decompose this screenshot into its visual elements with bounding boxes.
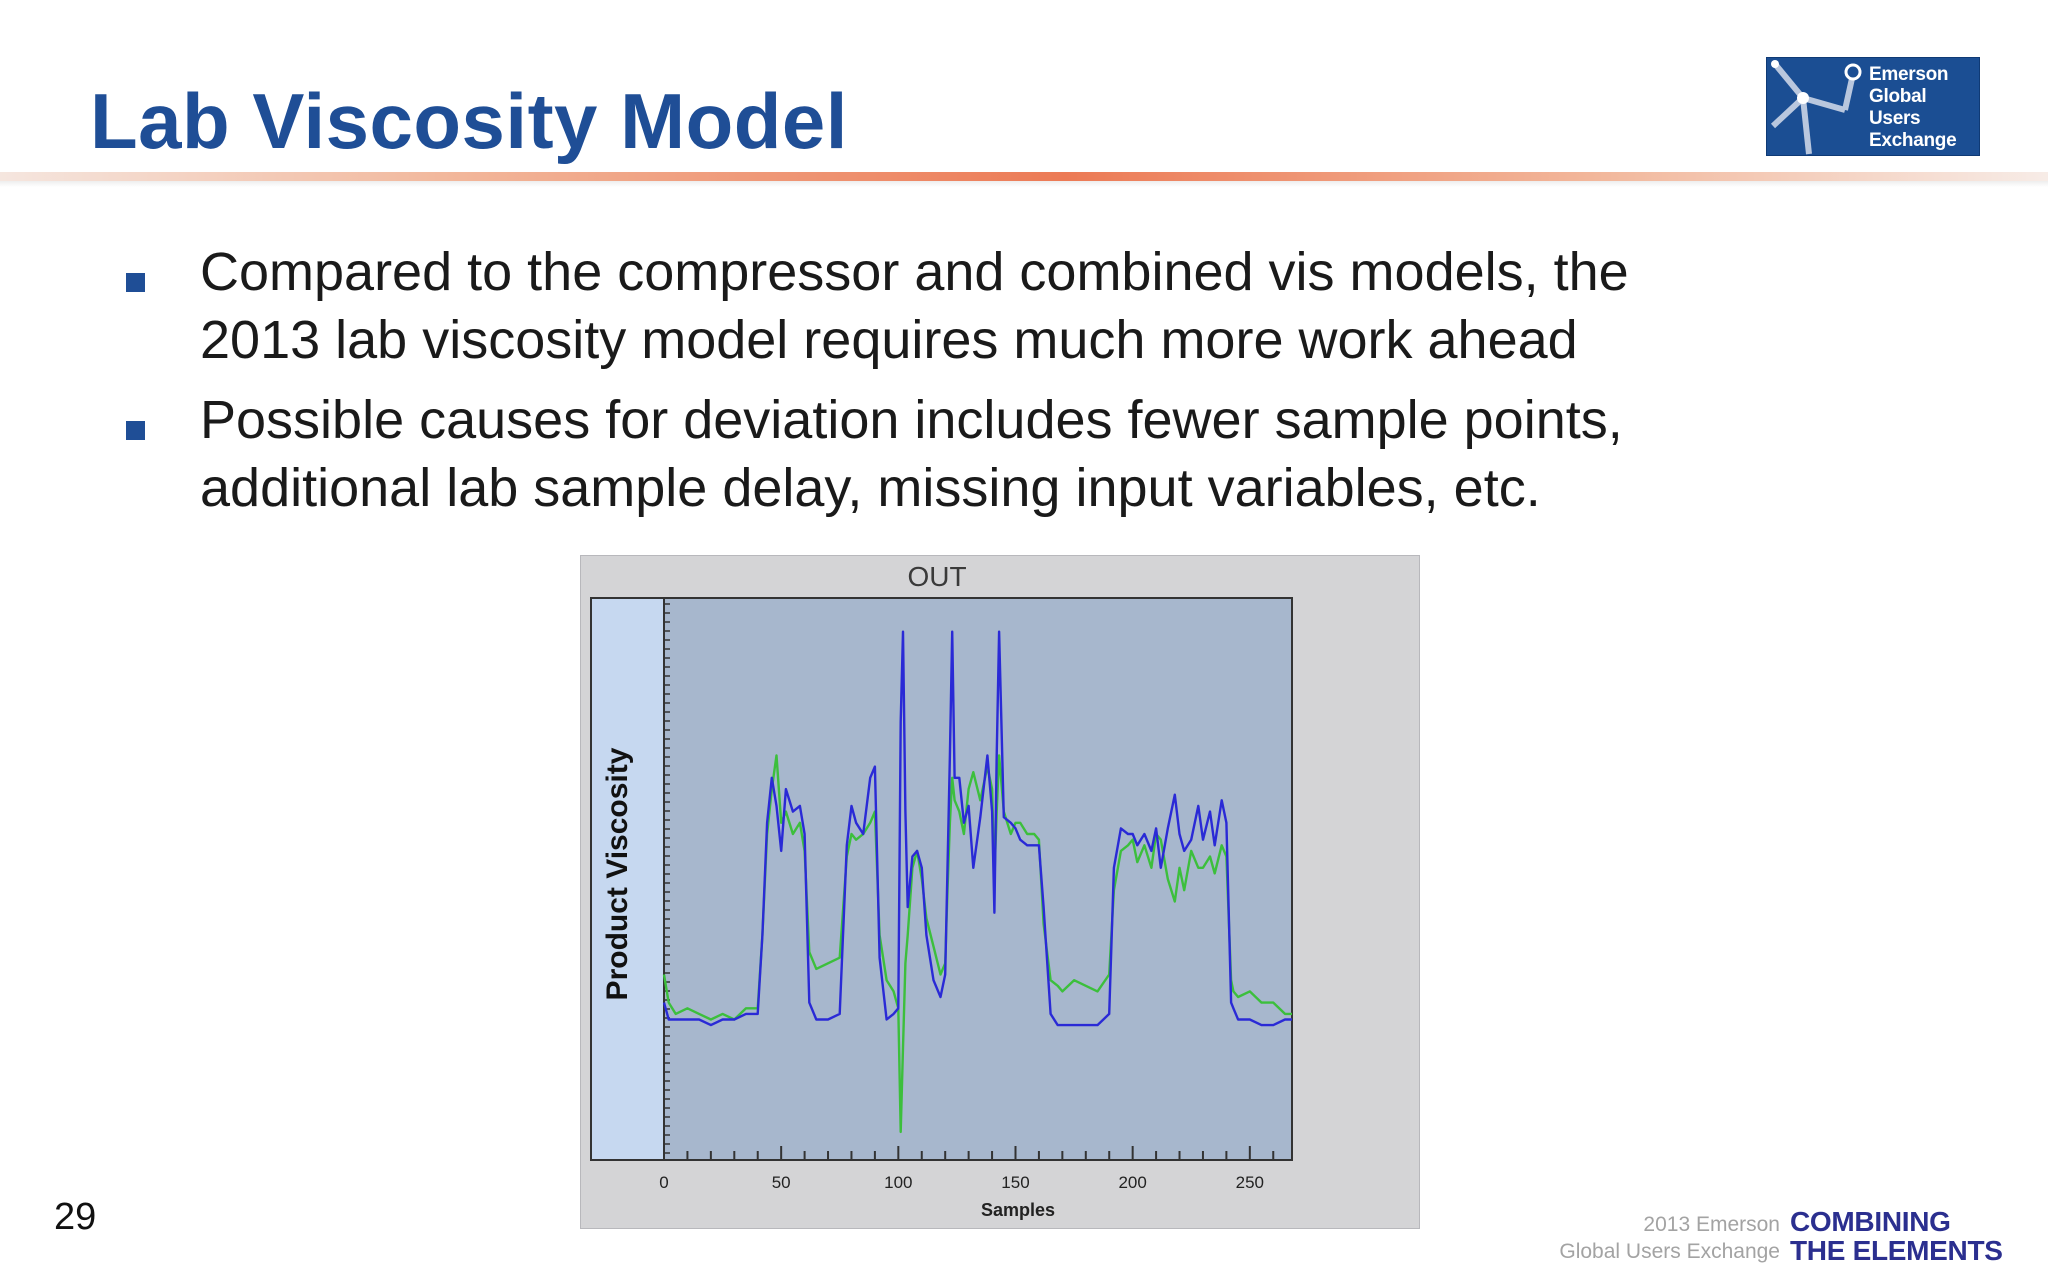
plot-area bbox=[663, 597, 1293, 1161]
axis-ticks bbox=[663, 603, 1275, 1160]
series-line-green bbox=[662, 754, 1292, 1134]
footer-tagline-line: COMBINING bbox=[1790, 1206, 1951, 1237]
slide-number: 29 bbox=[54, 1196, 97, 1238]
logo-line: Emerson bbox=[1869, 64, 1949, 85]
x-tick-label: 200 bbox=[1118, 1173, 1146, 1192]
logo-wordmark: Emerson Global Users Exchange bbox=[1869, 64, 1957, 152]
footer-line: 2013 Emerson bbox=[1643, 1213, 1780, 1236]
slide-title: Lab Viscosity Model bbox=[90, 77, 848, 165]
bullet-item: Possible causes for deviation includes f… bbox=[120, 386, 1760, 522]
logo-molecule-icon bbox=[1770, 60, 1862, 155]
x-axis-label: Samples bbox=[981, 1200, 1055, 1220]
x-tick-label: 250 bbox=[1236, 1173, 1264, 1192]
viscosity-chart: OUT Product Viscosity Samples 0 50 100 150 2… bbox=[580, 555, 1420, 1229]
logo-line: Users bbox=[1869, 108, 1921, 129]
logo-line: Global bbox=[1869, 86, 1927, 107]
chart-canvas: OUT Product Viscosity Samples 0 50 100 150 2… bbox=[590, 561, 1293, 1220]
y-label-panel bbox=[590, 597, 665, 1161]
series-lines bbox=[662, 630, 1292, 1134]
y-axis-label: Product Viscosity bbox=[601, 747, 634, 1000]
bullet-list: Compared to the compressor and combined … bbox=[120, 238, 1760, 534]
footer-tagline-line: THE ELEMENTS bbox=[1790, 1235, 2003, 1266]
title-divider bbox=[0, 172, 2048, 181]
square-bullet-icon bbox=[126, 273, 145, 292]
bullet-item: Compared to the compressor and combined … bbox=[120, 238, 1760, 374]
title-divider-shadow bbox=[0, 181, 2048, 187]
chart-title: OUT bbox=[907, 561, 966, 592]
x-tick-label: 50 bbox=[772, 1173, 791, 1192]
logo-line: Exchange bbox=[1869, 130, 1957, 151]
x-tick-label: 100 bbox=[884, 1173, 912, 1192]
bullet-text: Compared to the compressor and combined … bbox=[200, 242, 1629, 370]
square-bullet-icon bbox=[126, 421, 145, 440]
x-tick-label: 0 bbox=[659, 1173, 668, 1192]
footer-line: Global Users Exchange bbox=[1559, 1240, 1780, 1263]
emerson-logo: Emerson Global Users Exchange bbox=[1766, 57, 1980, 156]
footer-tagline: COMBINING THE ELEMENTS bbox=[1790, 1207, 2003, 1265]
x-tick-label: 150 bbox=[1001, 1173, 1029, 1192]
series-line-blue bbox=[662, 630, 1292, 1027]
footer-event-text: 2013 Emerson Global Users Exchange bbox=[1559, 1211, 1780, 1265]
bullet-text: Possible causes for deviation includes f… bbox=[200, 390, 1623, 518]
x-tick-labels: 0 50 100 150 200 250 bbox=[659, 1173, 1264, 1192]
